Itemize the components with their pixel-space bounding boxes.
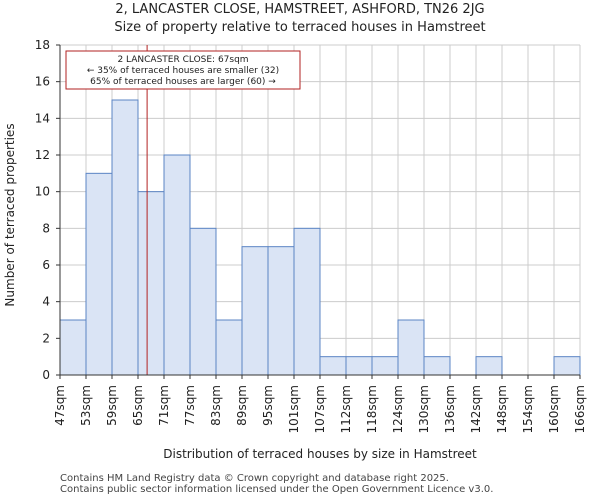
bar-71sqm	[163, 154, 191, 376]
axes	[56, 44, 581, 379]
x-tick-label: 95sqm	[261, 385, 275, 426]
x-tick-label: 59sqm	[105, 385, 119, 426]
x-tick-label: 83sqm	[209, 385, 223, 426]
x-tick-label: 65sqm	[131, 385, 145, 426]
bar-107sqm	[319, 356, 347, 376]
bar-124sqm	[397, 319, 425, 376]
y-tick-label: 14	[35, 111, 50, 125]
bar-142sqm	[475, 356, 503, 376]
x-tick-label: 47sqm	[53, 385, 67, 426]
x-tick-label: 130sqm	[417, 385, 431, 433]
y-tick-label: 8	[42, 221, 50, 235]
footer-line-2: Contains public sector information licen…	[60, 484, 494, 495]
bar-47sqm	[59, 319, 87, 376]
bar-160sqm	[553, 356, 581, 376]
x-tick-label: 166sqm	[573, 385, 587, 433]
x-axis-label: Distribution of terraced houses by size …	[163, 447, 477, 461]
y-tick-label: 16	[35, 75, 50, 89]
annotation-box	[65, 50, 301, 90]
x-tick-label: 89sqm	[235, 385, 249, 426]
bar-89sqm	[241, 246, 269, 376]
x-tick-label: 112sqm	[339, 385, 353, 433]
bar-53sqm	[85, 172, 113, 376]
annotation-line-2: ← 35% of terraced houses are smaller (32…	[87, 66, 279, 76]
histogram-chart: 0 2 4 6 8 10 12 14 16 18 47sqm 53sqm 59sqm 65sqm 71sqm…	[3, 38, 587, 461]
bar-112sqm	[345, 356, 373, 376]
bar-65sqm	[137, 191, 165, 376]
y-tick-label: 12	[35, 148, 50, 162]
x-tick-label: 101sqm	[287, 385, 301, 433]
y-axis-label: Number of terraced properties	[3, 123, 17, 306]
x-tick-label: 148sqm	[495, 385, 509, 433]
bars	[59, 99, 581, 376]
x-tick-label: 107sqm	[313, 385, 327, 433]
annotation-line-3: 65% of terraced houses are larger (60) →	[90, 77, 276, 87]
y-tick-label: 0	[42, 368, 50, 382]
x-tick-label: 71sqm	[157, 385, 171, 426]
x-tick-label: 142sqm	[469, 385, 483, 433]
bar-101sqm	[293, 227, 321, 376]
x-tick-label: 118sqm	[365, 385, 379, 433]
bar-59sqm	[111, 99, 139, 376]
y-tick-label: 4	[42, 295, 50, 309]
y-tick-label: 6	[42, 258, 50, 272]
chart-title: 2, LANCASTER CLOSE, HAMSTREET, ASHFORD, …	[115, 2, 485, 17]
bar-95sqm	[267, 246, 295, 376]
bar-130sqm	[423, 356, 451, 376]
x-tick-label: 160sqm	[547, 385, 561, 433]
x-tick-label: 53sqm	[79, 385, 93, 426]
tick-labels: 0 2 4 6 8 10 12 14 16 18 47sqm 53sqm 59sqm 65sqm 71sqm…	[35, 38, 587, 433]
marker-annotation: 2 LANCASTER CLOSE: 67sqm ← 35% of terrac…	[65, 50, 301, 90]
y-tick-label: 18	[35, 38, 50, 52]
footer-line-1: Contains HM Land Registry data © Crown c…	[60, 473, 449, 484]
annotation-line-1: 2 LANCASTER CLOSE: 67sqm	[117, 55, 248, 65]
bar-83sqm	[215, 319, 243, 376]
x-tick-label: 124sqm	[391, 385, 405, 433]
bar-77sqm	[189, 227, 217, 376]
x-tick-label: 136sqm	[443, 385, 457, 433]
x-tick-label: 77sqm	[183, 385, 197, 426]
bar-118sqm	[371, 356, 399, 376]
x-tick-label: 154sqm	[521, 385, 535, 433]
y-tick-label: 2	[42, 331, 50, 345]
chart-subtitle: Size of property relative to terraced ho…	[114, 20, 486, 35]
y-tick-label: 10	[35, 185, 50, 199]
